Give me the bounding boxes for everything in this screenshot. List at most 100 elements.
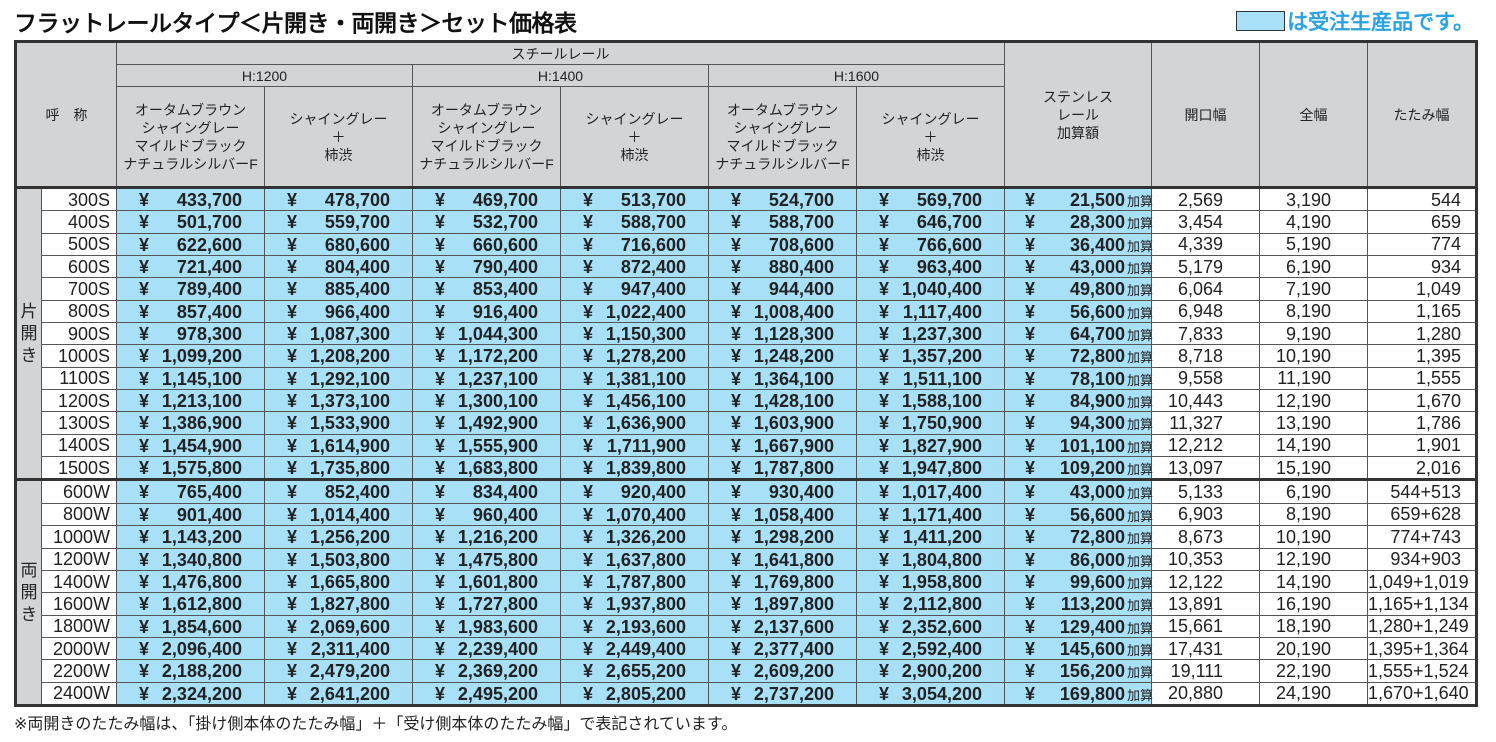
price-value: 1,735,800 bbox=[309, 458, 390, 479]
price-cell: ¥1,248,200 bbox=[708, 344, 857, 368]
price-cell: ¥916,400 bbox=[412, 299, 561, 324]
stainless-value: 21,500 bbox=[1069, 190, 1125, 210]
group-label-char: き bbox=[20, 604, 38, 624]
price-cell: ¥930,400 bbox=[708, 478, 857, 504]
total-width: 4,190 bbox=[1259, 210, 1368, 234]
currency-symbol: ¥ bbox=[879, 504, 890, 525]
total-width: 13,190 bbox=[1259, 411, 1368, 435]
currency-symbol: ¥ bbox=[731, 368, 742, 389]
price-cell: ¥1,216,200 bbox=[412, 525, 561, 549]
header-text: マイルドブラック bbox=[134, 137, 247, 154]
group-label-char: き bbox=[20, 345, 38, 365]
price-value: 1,278,200 bbox=[605, 346, 686, 367]
price-value: 1,058,400 bbox=[753, 504, 834, 525]
table-row: 1400W ¥1,476,800 ¥1,665,800 ¥1,601,800 ¥1,78… bbox=[16, 569, 1477, 594]
currency-symbol: ¥ bbox=[435, 413, 446, 434]
price-value: 2,137,600 bbox=[753, 616, 834, 637]
currency-symbol: ¥ bbox=[731, 212, 742, 233]
total-width: 8,190 bbox=[1259, 299, 1368, 324]
addition-unit-text: 加算 bbox=[1127, 486, 1154, 502]
price-value: 646,700 bbox=[916, 212, 982, 233]
currency-symbol: ¥ bbox=[731, 301, 742, 322]
price-cell: ¥2,324,200 bbox=[116, 681, 265, 706]
currency-symbol: ¥ bbox=[1025, 549, 1036, 570]
price-value: 1,456,100 bbox=[605, 391, 686, 412]
stainless-value: 156,200 bbox=[1059, 661, 1125, 682]
price-value: 944,400 bbox=[768, 279, 834, 300]
price-value: 1,411,200 bbox=[902, 527, 982, 548]
price-cell: ¥2,592,400 bbox=[856, 636, 1005, 661]
price-cell: ¥2,188,200 bbox=[116, 659, 265, 683]
currency-symbol: ¥ bbox=[139, 257, 150, 278]
opening-width: 12,122 bbox=[1151, 569, 1260, 594]
currency-symbol: ¥ bbox=[139, 594, 150, 615]
currency-symbol: ¥ bbox=[583, 234, 594, 255]
currency-symbol: ¥ bbox=[879, 616, 890, 637]
stainless-addition-cell: ¥129,400 加算 bbox=[1004, 614, 1153, 638]
price-value: 2,112,800 bbox=[902, 594, 982, 615]
price-value: 1,248,200 bbox=[753, 346, 834, 367]
price-cell: ¥1,897,800 bbox=[708, 592, 857, 616]
price-cell: ¥1,636,900 bbox=[560, 411, 709, 435]
price-value: 1,381,100 bbox=[605, 368, 686, 389]
price-value: 790,400 bbox=[472, 257, 538, 278]
currency-symbol: ¥ bbox=[879, 683, 890, 704]
folded-width: 1,555+1,524 bbox=[1367, 659, 1477, 683]
currency-symbol: ¥ bbox=[583, 301, 594, 322]
currency-symbol: ¥ bbox=[287, 571, 298, 592]
stainless-addition-cell: ¥99,600 加算 bbox=[1004, 569, 1153, 594]
price-cell: ¥1,603,900 bbox=[708, 411, 857, 435]
currency-symbol: ¥ bbox=[583, 549, 594, 570]
price-cell: ¥1,503,800 bbox=[264, 547, 413, 571]
price-cell: ¥1,735,800 bbox=[264, 456, 413, 481]
price-value: 1,827,800 bbox=[309, 594, 390, 615]
table-row: 1500S ¥1,575,800 ¥1,735,800 ¥1,683,800 ¥1,83… bbox=[16, 456, 1477, 481]
legend-text: は受注生産品です。 bbox=[1287, 11, 1474, 34]
folded-width: 1,049 bbox=[1367, 277, 1477, 301]
price-value: 1,017,400 bbox=[901, 482, 982, 503]
price-value: 789,400 bbox=[176, 279, 242, 300]
currency-symbol: ¥ bbox=[731, 234, 742, 255]
opening-width: 7,833 bbox=[1151, 322, 1260, 346]
folded-width: 774+743 bbox=[1367, 525, 1477, 549]
currency-symbol: ¥ bbox=[287, 482, 298, 503]
addition-unit-text: 加算 bbox=[1127, 350, 1154, 366]
addition-unit-text: 加算 bbox=[1127, 216, 1154, 232]
price-value: 1,787,800 bbox=[753, 458, 834, 479]
currency-symbol: ¥ bbox=[435, 594, 446, 615]
price-cell: ¥1,769,800 bbox=[708, 569, 857, 594]
currency-symbol: ¥ bbox=[583, 279, 594, 300]
currency-symbol: ¥ bbox=[879, 368, 890, 389]
row-name: 2400W bbox=[41, 681, 117, 706]
currency-symbol: ¥ bbox=[1025, 527, 1036, 548]
currency-symbol: ¥ bbox=[435, 279, 446, 300]
price-value: 1,637,800 bbox=[605, 549, 686, 570]
stainless-value: 28,300 bbox=[1069, 212, 1125, 233]
price-cell: ¥2,311,400 bbox=[264, 636, 413, 661]
currency-symbol: ¥ bbox=[583, 435, 594, 456]
price-cell: ¥1,171,400 bbox=[856, 502, 1005, 527]
table-row: 1100S ¥1,145,100 ¥1,292,100 ¥1,237,100 ¥1,38… bbox=[16, 366, 1477, 391]
currency-symbol: ¥ bbox=[731, 594, 742, 615]
stainless-value: 49,800 bbox=[1069, 279, 1125, 300]
currency-symbol: ¥ bbox=[435, 661, 446, 682]
opening-width: 5,179 bbox=[1151, 255, 1260, 279]
currency-symbol: ¥ bbox=[583, 527, 594, 548]
header-color-standard: オータムブラウン シャイングレー マイルドブラック ナチュラルシルバーF bbox=[708, 86, 857, 188]
currency-symbol: ¥ bbox=[879, 257, 890, 278]
currency-symbol: ¥ bbox=[287, 527, 298, 548]
price-cell: ¥1,373,100 bbox=[264, 389, 413, 413]
price-value: 2,377,400 bbox=[753, 638, 834, 659]
price-value: 1,683,800 bbox=[457, 458, 538, 479]
stainless-addition-cell: ¥28,300 加算 bbox=[1004, 210, 1154, 234]
price-value: 716,600 bbox=[620, 234, 686, 255]
group-label-double: 両開き bbox=[15, 478, 42, 706]
row-name: 1100S bbox=[41, 366, 117, 391]
addition-unit-text: 加算 bbox=[1127, 687, 1154, 703]
price-value: 1,983,600 bbox=[457, 616, 538, 637]
price-cell: ¥1,070,400 bbox=[560, 502, 709, 527]
folded-width: 659 bbox=[1367, 210, 1477, 234]
currency-symbol: ¥ bbox=[583, 661, 594, 682]
addition-unit-text: 加算 bbox=[1127, 395, 1154, 411]
stainless-addition-cell: ¥145,600 加算 bbox=[1004, 636, 1153, 661]
